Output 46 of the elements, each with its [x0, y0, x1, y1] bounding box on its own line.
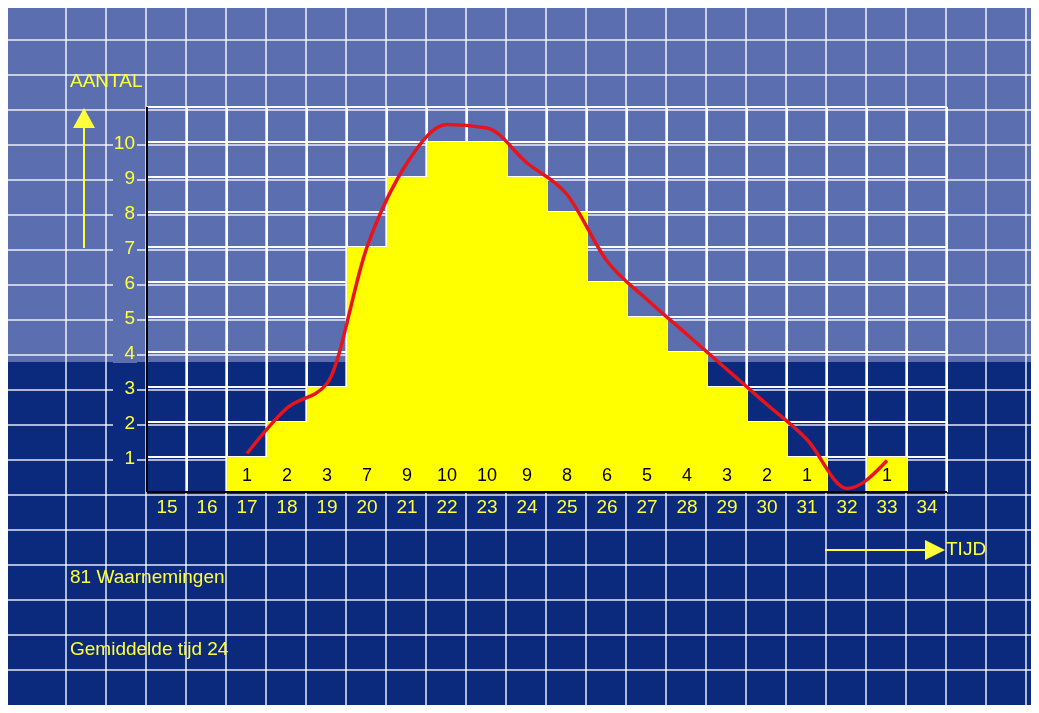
- x-tick-label: 25: [556, 496, 578, 518]
- y-tick-label: 5: [124, 306, 135, 328]
- y-tick-label: 10: [113, 131, 135, 153]
- x-tick-label: 20: [356, 496, 378, 518]
- x-tick-label: 30: [756, 496, 778, 518]
- x-tick-label: 34: [916, 496, 938, 518]
- y-tick-label: 8: [124, 201, 135, 223]
- x-tick-label: 33: [876, 496, 898, 518]
- data-label: 5: [641, 465, 653, 485]
- y-tick-label: 1: [124, 446, 135, 468]
- x-tick-label: 31: [796, 496, 818, 518]
- data-label: 2: [281, 465, 293, 485]
- x-tick-label: 19: [316, 496, 338, 518]
- y-tick-label: 7: [124, 236, 135, 258]
- x-tick-label: 16: [196, 496, 218, 518]
- x-tick-label: 21: [396, 496, 418, 518]
- data-label: 10: [476, 465, 498, 485]
- x-tick-label: 15: [156, 496, 178, 518]
- data-label: 3: [721, 465, 733, 485]
- y-tick-label: 2: [124, 411, 135, 433]
- x-tick-label: 28: [676, 496, 698, 518]
- data-label: 8: [561, 465, 573, 485]
- data-label: 1: [241, 465, 253, 485]
- data-label: 4: [681, 465, 693, 485]
- y-tick-label: 6: [124, 271, 135, 293]
- data-label: 10: [436, 465, 458, 485]
- data-label: 9: [521, 465, 533, 485]
- data-label: 1: [881, 465, 893, 485]
- x-tick-label: 26: [596, 496, 618, 518]
- x-tick-label: 18: [276, 496, 298, 518]
- x-tick-label: 27: [636, 496, 658, 518]
- x-tick-label: 32: [836, 496, 858, 518]
- data-label: 2: [761, 465, 773, 485]
- x-tick-label: 29: [716, 496, 738, 518]
- data-label: 3: [321, 465, 333, 485]
- y-tick-label: 3: [124, 376, 135, 398]
- y-tick-label: 9: [124, 166, 135, 188]
- data-label: 6: [601, 465, 613, 485]
- data-label: 9: [401, 465, 413, 485]
- x-tick-label: 17: [236, 496, 258, 518]
- x-tick-label: 23: [476, 496, 498, 518]
- data-label: 1: [801, 465, 813, 485]
- x-tick-label: 24: [516, 496, 538, 518]
- y-tick-label: 4: [124, 341, 136, 363]
- data-label: 7: [361, 465, 373, 485]
- x-tick-label: 22: [436, 496, 458, 518]
